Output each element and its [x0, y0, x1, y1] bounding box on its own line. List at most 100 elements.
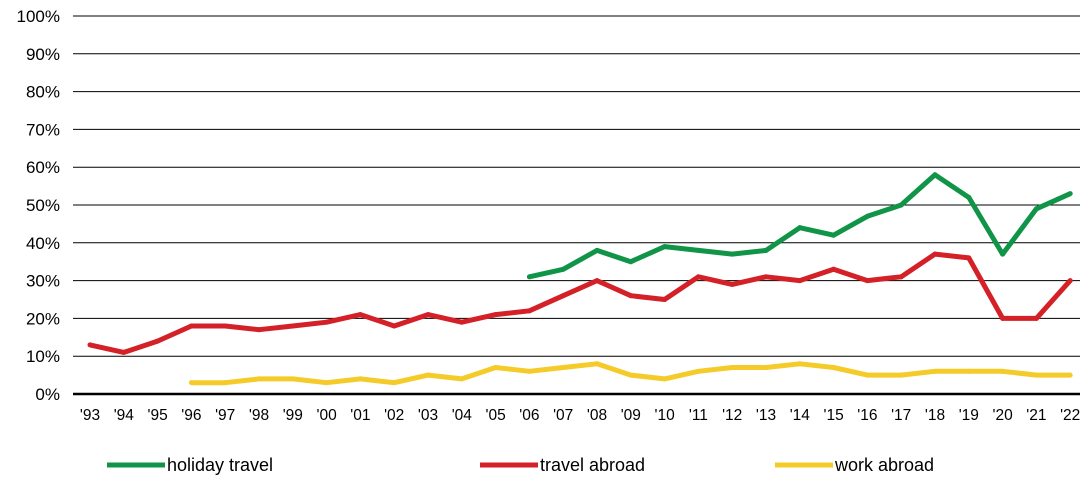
x-tick-label: '94: [114, 407, 135, 424]
data-point: [324, 319, 330, 325]
data-point: [864, 278, 870, 284]
data-point: [797, 278, 803, 284]
legend-label: work abroad: [834, 455, 934, 475]
y-tick-label: 10%: [26, 347, 60, 366]
data-point: [831, 232, 837, 238]
x-tick-label: '16: [857, 407, 877, 424]
data-point: [898, 372, 904, 378]
data-point: [493, 365, 499, 371]
data-point: [560, 365, 566, 371]
data-point: [256, 376, 262, 382]
data-point: [628, 259, 634, 265]
x-tick-label: '19: [959, 407, 979, 424]
x-tick-label: '93: [80, 407, 100, 424]
data-point: [763, 365, 769, 371]
x-tick-label: '11: [689, 407, 708, 424]
y-tick-label: 90%: [26, 45, 60, 64]
data-point: [425, 372, 431, 378]
data-point: [256, 327, 262, 333]
data-point: [188, 323, 194, 329]
data-point: [628, 372, 634, 378]
y-tick-label: 20%: [26, 309, 60, 328]
legend-label: holiday travel: [167, 455, 273, 475]
data-point: [1067, 191, 1073, 197]
data-point: [357, 376, 363, 382]
data-point: [729, 251, 735, 257]
x-tick-label: '95: [147, 407, 167, 424]
data-point: [966, 194, 972, 200]
x-tick-label: '21: [1026, 407, 1046, 424]
data-point: [1067, 372, 1073, 378]
data-point: [1000, 315, 1006, 321]
y-tick-label: 70%: [26, 120, 60, 139]
data-point: [594, 247, 600, 253]
data-point: [526, 308, 532, 314]
x-tick-label: '06: [519, 407, 539, 424]
data-point: [1033, 315, 1039, 321]
data-point: [628, 293, 634, 299]
x-tick-label: '02: [384, 407, 404, 424]
data-point: [560, 293, 566, 299]
data-point: [898, 202, 904, 208]
x-axis-ticks: '93 '94 '95 '96 '97 '98 '99 '00 '01 '02 '03 '04 '05 '…: [80, 407, 1080, 424]
x-tick-label: '05: [485, 407, 505, 424]
data-point: [729, 281, 735, 287]
x-tick-label: '13: [756, 407, 776, 424]
data-point: [898, 274, 904, 280]
data-point: [932, 368, 938, 374]
x-tick-label: '10: [654, 407, 675, 424]
data-point: [864, 372, 870, 378]
x-tick-label: '20: [992, 407, 1013, 424]
gridlines: [73, 15, 1080, 396]
data-point: [222, 380, 228, 386]
data-point: [1000, 251, 1006, 257]
data-point: [729, 365, 735, 371]
data-point: [290, 376, 296, 382]
data-point: [560, 266, 566, 272]
data-point: [831, 266, 837, 272]
x-tick-label: '17: [891, 407, 911, 424]
series-line-travel-abroad: [89, 251, 1073, 355]
data-point: [594, 361, 600, 367]
data-point: [662, 376, 668, 382]
data-point: [222, 323, 228, 329]
x-tick-label: '07: [553, 407, 573, 424]
data-point: [763, 274, 769, 280]
legend-label: travel abroad: [540, 455, 645, 475]
x-tick-label: '09: [621, 407, 641, 424]
data-point: [357, 312, 363, 318]
data-point: [459, 319, 465, 325]
y-tick-label: 40%: [26, 234, 60, 253]
x-tick-label: '97: [215, 407, 235, 424]
data-point: [391, 323, 397, 329]
data-point: [932, 251, 938, 257]
y-tick-label: 0%: [35, 385, 60, 404]
x-tick-label: '00: [316, 407, 337, 424]
x-tick-label: '18: [925, 407, 945, 424]
data-point: [87, 342, 93, 348]
series-lines: [87, 172, 1073, 386]
x-tick-label: '98: [249, 407, 269, 424]
x-tick-label: '01: [350, 407, 370, 424]
data-point: [425, 312, 431, 318]
x-tick-label: '14: [790, 407, 811, 424]
y-tick-label: 60%: [26, 158, 60, 177]
x-tick-label: '03: [418, 407, 438, 424]
x-tick-label: '08: [587, 407, 607, 424]
x-tick-label: '04: [452, 407, 473, 424]
x-tick-label: '15: [823, 407, 843, 424]
data-point: [1033, 372, 1039, 378]
data-point: [526, 368, 532, 374]
data-point: [290, 323, 296, 329]
x-tick-label: '96: [181, 407, 201, 424]
data-point: [324, 380, 330, 386]
data-point: [121, 349, 127, 355]
data-point: [797, 361, 803, 367]
x-tick-label: '12: [722, 407, 742, 424]
y-tick-label: 30%: [26, 272, 60, 291]
data-point: [695, 368, 701, 374]
data-point: [831, 365, 837, 371]
data-point: [695, 247, 701, 253]
